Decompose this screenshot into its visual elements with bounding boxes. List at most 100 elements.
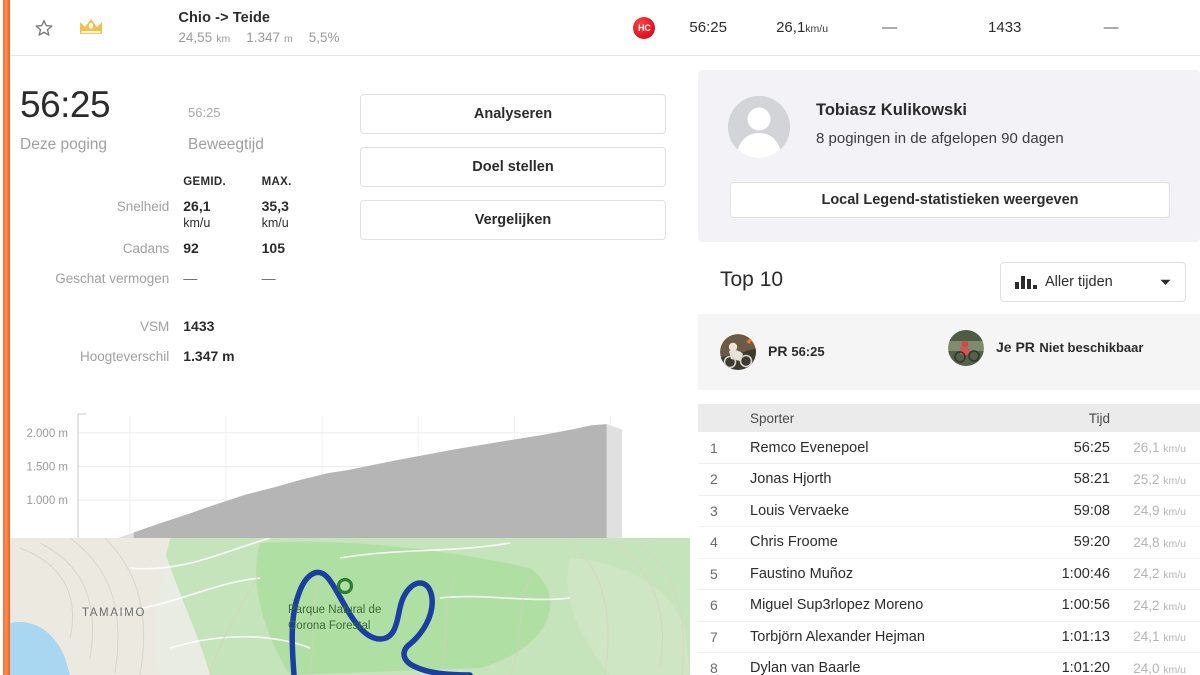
- stats-label-vam: VSM: [139, 319, 170, 334]
- segment-title-block[interactable]: Chio -> Teide 24,55 km 1.347 m 5,5%: [178, 10, 467, 45]
- compare-button[interactable]: Vergelijken: [360, 200, 666, 240]
- elapsed-time-value: 56:25: [20, 84, 111, 125]
- row-speed-unit: km/u: [1163, 600, 1186, 613]
- person-avatar-icon[interactable]: [728, 96, 790, 158]
- self-pr-text: Je PR Niet beschikbaar: [996, 339, 1143, 357]
- row-rank: 3: [698, 495, 750, 527]
- row-rank: 4: [698, 526, 750, 559]
- row-time: 59:08: [1000, 495, 1110, 527]
- row-rank: 2: [698, 463, 750, 496]
- row-speed-unit: km/u: [1163, 569, 1186, 582]
- row-speed: 24,1 km/u: [1110, 621, 1200, 653]
- leaderboard-pane: Tobiasz Kulikowski 8 pogingen in de afge…: [690, 56, 1200, 675]
- table-row[interactable]: 1 Remco Evenepoel 56:25 26,1 km/u: [698, 432, 1200, 464]
- header-extra: —: [1103, 19, 1119, 36]
- self-pr-avatar: [948, 330, 984, 366]
- map-label-park-2: Corona Forestal: [288, 620, 370, 632]
- athlete-attempts: 8 pogingen in de afgelopen 90 dagen: [816, 130, 1064, 147]
- leaderboard-title: Top 10: [720, 268, 784, 291]
- set-goal-button[interactable]: Doel stellen: [360, 147, 666, 187]
- row-athlete: Faustino Muñoz: [750, 558, 1000, 590]
- table-row[interactable]: 7 Torbjörn Alexander Hejman 1:01:13 24,1 km…: [698, 621, 1200, 653]
- table-row[interactable]: 2 Jonas Hjorth 58:21 25,2 km/u: [698, 463, 1200, 496]
- stats-avg-elevation: 1.347 m: [183, 348, 235, 364]
- header-speed: 26,1km/u: [776, 19, 882, 36]
- athlete-name: Tobiasz Kulikowski: [816, 101, 967, 119]
- chevron-down-icon: [1160, 273, 1171, 291]
- col-speed: [1110, 404, 1200, 432]
- row-rank: 1: [698, 432, 750, 464]
- route-map[interactable]: TAMAIMO Parque Natural de Corona Foresta…: [10, 538, 690, 675]
- stats-label-speed: Snelheid: [116, 199, 170, 214]
- stats-max-speed-unit: km/u: [261, 216, 289, 230]
- stats-row-elevation: Hoogteverschil 1.347 m: [10, 348, 340, 378]
- table-row[interactable]: 3 Louis Vervaeke 59:08 24,9 km/u: [698, 495, 1200, 527]
- row-speed-unit: km/u: [1163, 632, 1186, 645]
- category-badge-wrap: HC: [617, 16, 671, 39]
- row-speed: 26,1 km/u: [1110, 432, 1200, 464]
- table-row[interactable]: 6 Miguel Sup3rlopez Moreno 1:00:56 24,2 km/…: [698, 589, 1200, 622]
- row-speed: 24,2 km/u: [1110, 589, 1200, 622]
- row-speed-value: 24,8: [1133, 534, 1160, 550]
- segment-title: Chio -> Teide: [178, 10, 271, 26]
- stats-avg-speed: 26,1 km/u: [183, 198, 261, 240]
- stats-avg-power: —: [183, 270, 198, 286]
- bar-chart-icon: [1015, 275, 1037, 289]
- table-row[interactable]: 4 Chris Froome 59:20 24,8 km/u: [698, 526, 1200, 559]
- row-speed: 24,2 km/u: [1110, 558, 1200, 590]
- pr-summary-band: PR 56:25: [698, 314, 1200, 390]
- segment-header-bar: Chio -> Teide 24,55 km 1.347 m 5,5% HC 5…: [10, 0, 1200, 56]
- segment-elevation: 1.347: [246, 30, 280, 45]
- kom-label: PR 56:25: [768, 343, 825, 359]
- row-rank: 7: [698, 621, 750, 653]
- star-outline-icon[interactable]: [22, 18, 66, 38]
- stats-row-speed: Snelheid 26,1 km/u 35,3 km/u: [10, 198, 340, 240]
- stats-avg-speed-unit: km/u: [183, 216, 211, 230]
- row-speed-value: 24,9: [1133, 503, 1160, 519]
- stats-avg-vam: 1433: [183, 318, 215, 334]
- svg-text:2.000 m: 2.000 m: [26, 428, 68, 440]
- moving-time-label: Beweegtijd: [188, 136, 264, 153]
- stats-label-power: Geschat vermogen: [55, 271, 170, 286]
- row-time: 56:25: [1000, 432, 1110, 464]
- row-speed-unit: km/u: [1163, 663, 1186, 675]
- row-time: 1:01:13: [1000, 621, 1110, 653]
- elapsed-time-label: Deze poging: [20, 136, 108, 153]
- row-speed-value: 24,2: [1133, 566, 1160, 582]
- row-speed-unit: km/u: [1163, 443, 1186, 455]
- row-rank: 8: [698, 652, 750, 675]
- stats-label-elevation: Hoogteverschil: [79, 349, 170, 364]
- row-speed: 24,8 km/u: [1110, 526, 1200, 559]
- row-rank: 6: [698, 589, 750, 622]
- segment-distance-unit: km: [216, 33, 231, 45]
- row-athlete: Torbjörn Alexander Hejman: [750, 621, 1000, 653]
- row-speed: 25,2 km/u: [1110, 463, 1200, 496]
- leaderboard-header-row: Sporter Tijd: [698, 404, 1200, 432]
- segment-distance: 24,55: [178, 30, 213, 45]
- leaderboard-filter-label: Aller tijden: [1045, 274, 1113, 290]
- moving-time-value: 56:25: [188, 105, 221, 120]
- leaderboard-filter-dropdown[interactable]: Aller tijden: [1000, 262, 1186, 302]
- segment-summary: 24,55 km 1.347 m 5,5%: [178, 30, 467, 45]
- stats-row-cadence: Cadans 92 105: [10, 240, 340, 270]
- segment-grade: 5,5%: [308, 30, 340, 45]
- local-legend-stats-button[interactable]: Local Legend-statistieken weergeven: [730, 182, 1170, 218]
- pr-card-kom[interactable]: PR 56:25: [720, 334, 825, 370]
- table-row[interactable]: 5 Faustino Muñoz 1:00:46 24,2 km/u: [698, 558, 1200, 590]
- stats-max-speed: 35,3 km/u: [262, 198, 340, 240]
- pr-card-self[interactable]: Je PR Niet beschikbaar: [948, 330, 1143, 366]
- row-speed-unit: km/u: [1163, 474, 1186, 487]
- crown-icon[interactable]: [66, 17, 116, 39]
- stats-avg-speed-value: 26,1: [183, 198, 211, 214]
- analyze-button[interactable]: Analyseren: [360, 94, 666, 134]
- row-speed-value: 24,2: [1133, 597, 1160, 613]
- row-athlete: Jonas Hjorth: [750, 463, 1000, 496]
- header-vam: 1433: [988, 19, 1022, 36]
- stats-row-power: Geschat vermogen — —: [10, 270, 340, 318]
- stats-col-max: MAX.: [261, 176, 292, 188]
- stats-row-vam: VSM 1433: [10, 318, 340, 348]
- table-row[interactable]: 8 Dylan van Baarle 1:01:20 24,0 km/u: [698, 652, 1200, 675]
- map-label-park-1: Parque Natural de: [288, 604, 381, 616]
- stats-col-avg: GEMID.: [183, 176, 226, 188]
